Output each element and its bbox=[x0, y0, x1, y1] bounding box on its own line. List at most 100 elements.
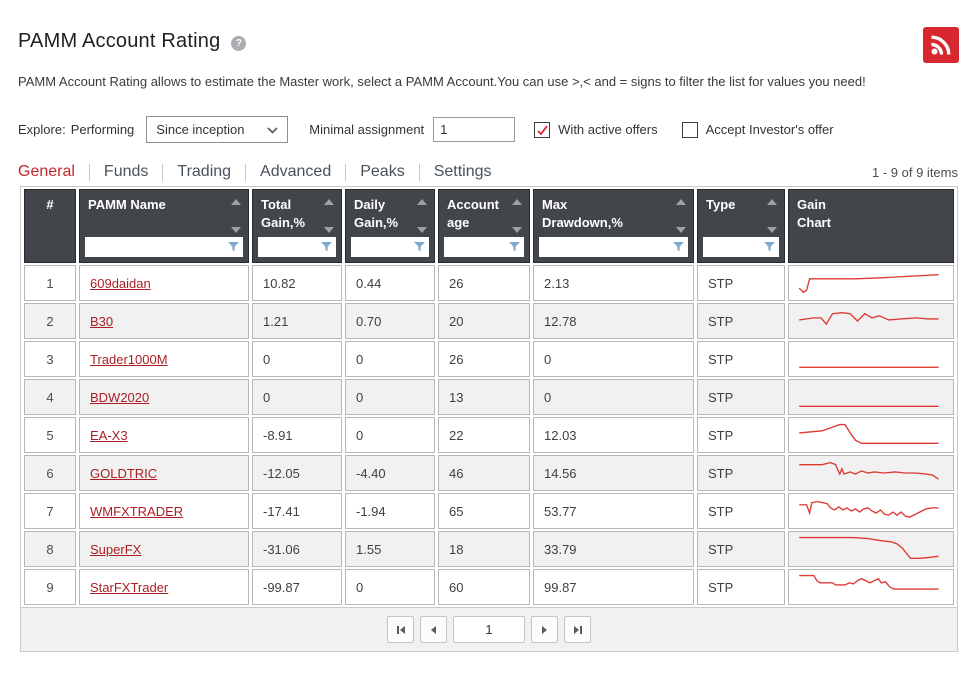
column-header-daily_gain[interactable]: Daily Gain,% bbox=[345, 189, 435, 263]
filter-funnel-icon[interactable] bbox=[414, 242, 425, 252]
column-header-name[interactable]: PAMM Name bbox=[79, 189, 249, 263]
filter-input-daily_gain[interactable] bbox=[351, 238, 414, 256]
total-gain-cell: -99.87 bbox=[252, 569, 342, 605]
filter-input-type[interactable] bbox=[703, 238, 764, 256]
pamm-name-link[interactable]: BDW2020 bbox=[90, 389, 150, 405]
page-number-input[interactable] bbox=[453, 616, 525, 643]
tab-funds[interactable]: Funds bbox=[103, 163, 149, 180]
column-header-total_gain[interactable]: Total Gain,% bbox=[252, 189, 342, 263]
pamm-name-link[interactable]: WMFXTRADER bbox=[90, 503, 184, 519]
table-row: 4 BDW2020 0 0 13 0 STP bbox=[24, 379, 954, 415]
sort-asc-icon[interactable] bbox=[417, 199, 427, 205]
pamm-name-link[interactable]: Trader1000M bbox=[90, 351, 168, 367]
sort-asc-icon[interactable] bbox=[767, 199, 777, 205]
filter-input-name[interactable] bbox=[85, 238, 228, 256]
sort-asc-icon[interactable] bbox=[231, 199, 241, 205]
pagination-bar bbox=[21, 607, 957, 651]
filter-input-total_gain[interactable] bbox=[258, 238, 321, 256]
rss-icon[interactable] bbox=[923, 27, 959, 63]
column-header-rank: # bbox=[24, 189, 76, 263]
gain-sparkline bbox=[798, 274, 939, 294]
gain-sparkline bbox=[799, 423, 939, 444]
sort-desc-icon[interactable] bbox=[676, 227, 686, 233]
tab-trading[interactable]: Trading bbox=[177, 163, 232, 180]
sort-arrows[interactable] bbox=[324, 199, 334, 233]
sort-arrows[interactable] bbox=[231, 199, 241, 233]
pamm-name-cell: BDW2020 bbox=[79, 379, 249, 415]
pamm-name-cell: EA-X3 bbox=[79, 417, 249, 453]
sort-asc-icon[interactable] bbox=[324, 199, 334, 205]
type-cell: STP bbox=[697, 455, 785, 491]
sort-arrows[interactable] bbox=[417, 199, 427, 233]
sort-asc-icon[interactable] bbox=[676, 199, 686, 205]
column-header-type[interactable]: Type bbox=[697, 189, 785, 263]
with-active-offers-checkbox[interactable] bbox=[534, 121, 551, 138]
account-age-cell: 65 bbox=[438, 493, 530, 529]
column-header-account_age[interactable]: Account age bbox=[438, 189, 530, 263]
total-gain-cell: 0 bbox=[252, 379, 342, 415]
sort-desc-icon[interactable] bbox=[231, 227, 241, 233]
accept-investors-offer-checkbox[interactable] bbox=[681, 121, 698, 138]
last-page-button[interactable] bbox=[564, 616, 591, 643]
total-gain-cell: -12.05 bbox=[252, 455, 342, 491]
daily-gain-cell: -4.40 bbox=[345, 455, 435, 491]
sort-desc-icon[interactable] bbox=[767, 227, 777, 233]
pamm-name-link[interactable]: B30 bbox=[90, 313, 114, 329]
rating-table: # PAMM Name Total Gain,% Daily Gain,% Account a… bbox=[21, 187, 957, 607]
sort-desc-icon[interactable] bbox=[417, 227, 427, 233]
tab-general[interactable]: General bbox=[18, 163, 75, 180]
filter-funnel-icon[interactable] bbox=[228, 242, 239, 252]
sort-arrows[interactable] bbox=[767, 199, 777, 233]
filter-funnel-icon[interactable] bbox=[321, 242, 332, 252]
pamm-name-link[interactable]: EA-X3 bbox=[90, 427, 128, 443]
sort-desc-icon[interactable] bbox=[324, 227, 334, 233]
filter-funnel-icon[interactable] bbox=[764, 242, 775, 252]
pamm-name-link[interactable]: GOLDTRIC bbox=[90, 465, 158, 481]
account-age-cell: 26 bbox=[438, 265, 530, 301]
rank-cell: 9 bbox=[24, 569, 76, 605]
help-icon[interactable]: ? bbox=[231, 36, 247, 51]
sort-asc-icon[interactable] bbox=[512, 199, 522, 205]
column-header-max_drawdown[interactable]: Max Drawdown,% bbox=[533, 189, 694, 263]
rank-cell: 5 bbox=[24, 417, 76, 453]
table-row: 7 WMFXTRADER -17.41 -1.94 65 53.77 STP bbox=[24, 493, 954, 529]
tab-settings[interactable]: Settings bbox=[433, 163, 492, 180]
account-age-cell: 26 bbox=[438, 341, 530, 377]
sort-desc-icon[interactable] bbox=[512, 227, 522, 233]
filter-funnel-icon[interactable] bbox=[673, 242, 684, 252]
next-page-button[interactable] bbox=[531, 616, 558, 643]
max-drawdown-cell: 0 bbox=[533, 379, 694, 415]
total-gain-cell: -31.06 bbox=[252, 531, 342, 567]
pamm-name-cell: 609daidan bbox=[79, 265, 249, 301]
sort-arrows[interactable] bbox=[676, 199, 686, 233]
accept-investors-offer-label: Accept Investor's offer bbox=[705, 122, 834, 137]
account-age-cell: 22 bbox=[438, 417, 530, 453]
explore-mode-label: Performing bbox=[70, 122, 135, 137]
max-drawdown-cell: 12.03 bbox=[533, 417, 694, 453]
rank-cell: 1 bbox=[24, 265, 76, 301]
filter-box-max_drawdown bbox=[539, 237, 688, 257]
filter-input-max_drawdown[interactable] bbox=[539, 238, 673, 256]
filter-input-account_age[interactable] bbox=[444, 238, 509, 256]
pamm-name-link[interactable]: 609daidan bbox=[90, 275, 151, 291]
filter-funnel-icon[interactable] bbox=[509, 242, 520, 252]
max-drawdown-cell: 53.77 bbox=[533, 493, 694, 529]
filter-box-account_age bbox=[444, 237, 524, 257]
minimal-assignment-input[interactable] bbox=[433, 117, 516, 142]
explore-label: Explore: bbox=[18, 122, 66, 137]
period-select-value: Since inception bbox=[156, 122, 245, 137]
tab-separator bbox=[345, 163, 347, 181]
period-select[interactable]: Since inception bbox=[146, 116, 289, 143]
type-cell: STP bbox=[697, 531, 785, 567]
table-row: 8 SuperFX -31.06 1.55 18 33.79 STP bbox=[24, 531, 954, 567]
prev-page-button[interactable] bbox=[420, 616, 447, 643]
first-page-button[interactable] bbox=[387, 616, 414, 643]
tab-advanced[interactable]: Advanced bbox=[260, 163, 332, 180]
sort-arrows[interactable] bbox=[512, 199, 522, 233]
pamm-name-link[interactable]: SuperFX bbox=[90, 541, 142, 557]
table-row: 1 609daidan 10.82 0.44 26 2.13 STP bbox=[24, 265, 954, 301]
daily-gain-cell: 0.44 bbox=[345, 265, 435, 301]
pamm-name-link[interactable]: StarFXTrader bbox=[90, 579, 169, 595]
total-gain-cell: 10.82 bbox=[252, 265, 342, 301]
tab-peaks[interactable]: Peaks bbox=[360, 163, 405, 180]
